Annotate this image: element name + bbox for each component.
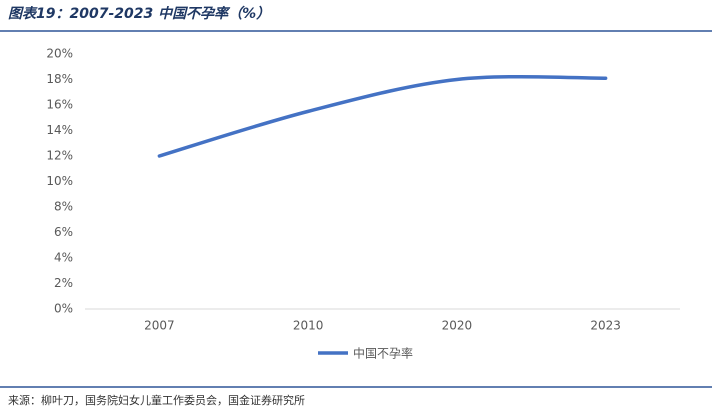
chart-title: 图表19：2007-2023 中国不孕率（%） [8,5,270,22]
x-tick-label: 2010 [293,319,324,333]
y-tick-label: 18% [46,72,73,86]
y-tick-label: 10% [46,174,73,188]
y-tick-label: 2% [54,276,73,290]
series-line [157,74,608,158]
x-tick-label: 2023 [590,319,621,333]
y-tick-label: 14% [46,123,73,137]
x-tick-label: 2007 [144,319,175,333]
y-tick-label: 16% [46,98,73,112]
x-tick-label: 2020 [442,319,473,333]
y-tick-label: 12% [46,149,73,163]
y-tick-label: 4% [54,251,73,265]
y-tick-label: 0% [54,302,73,316]
source: 来源：柳叶刀，国务院妇女儿童工作委员会，国金证券研究所 [8,393,305,407]
y-tick-label: 6% [54,225,73,239]
legend-label: 中国不孕率 [353,346,413,361]
y-tick-label: 8% [54,200,73,214]
y-tick-label: 20% [46,47,73,61]
